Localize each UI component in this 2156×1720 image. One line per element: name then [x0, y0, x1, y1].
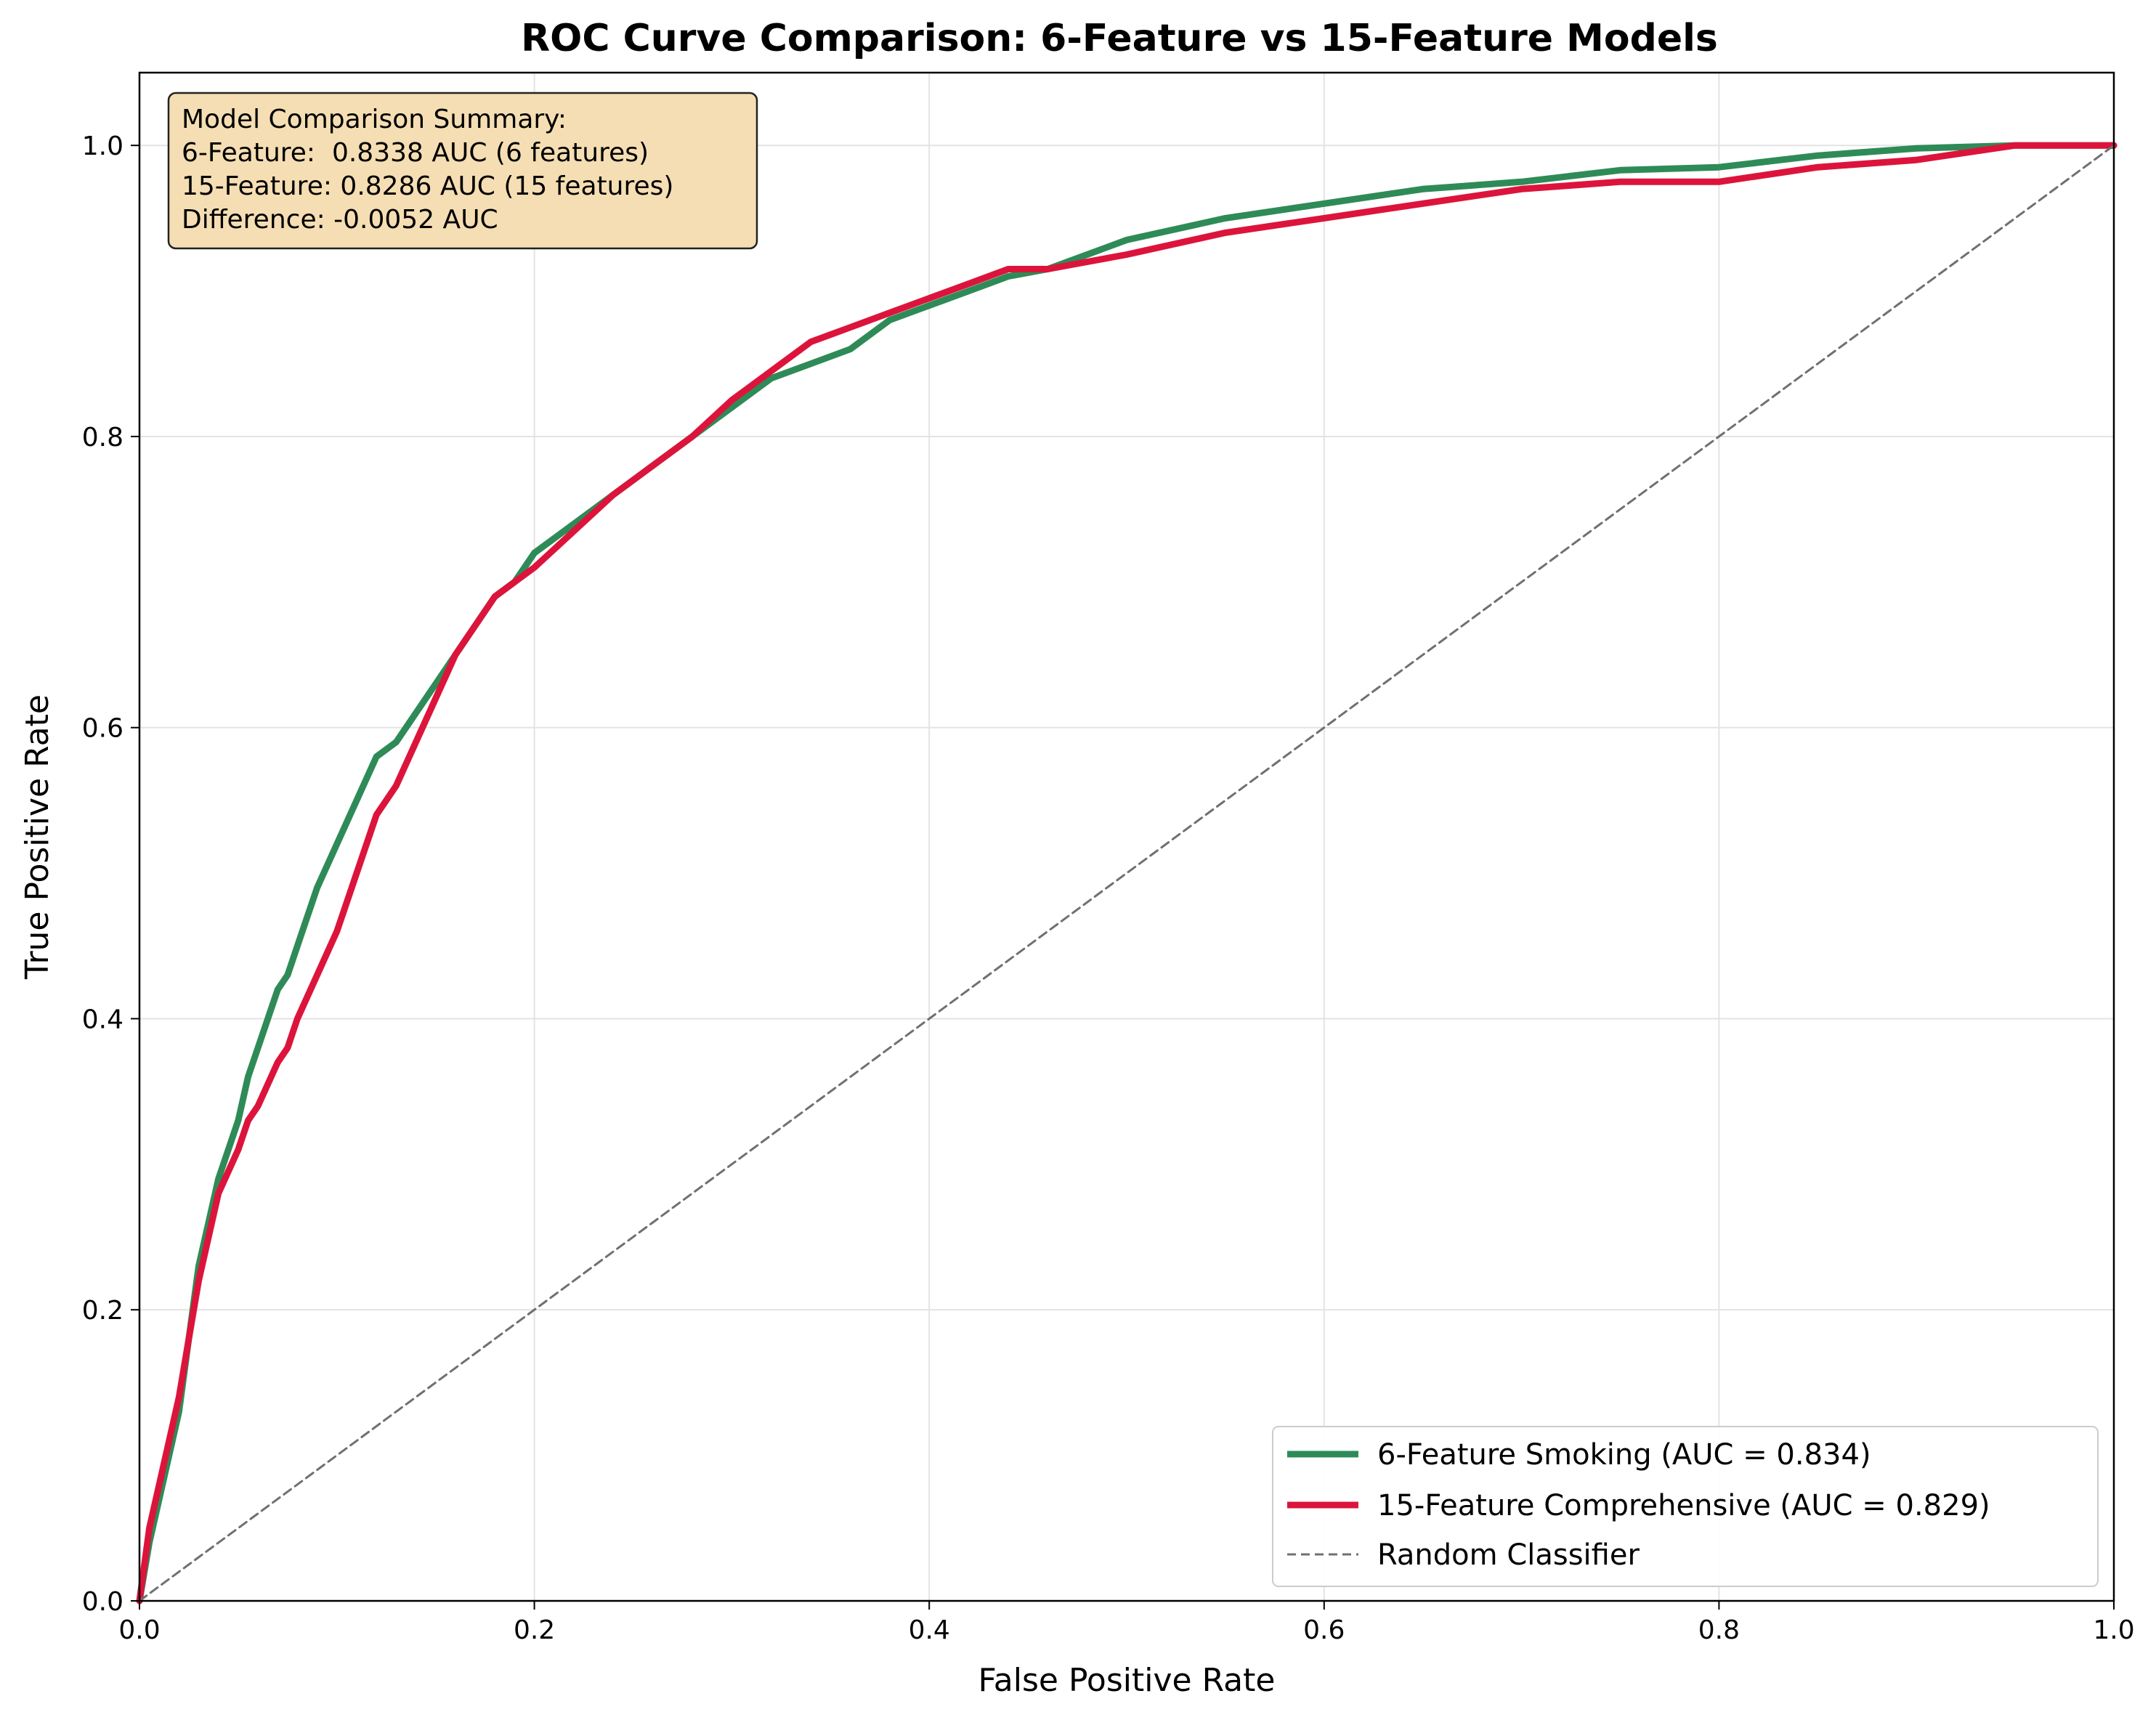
- plot-area: [136, 71, 2118, 1605]
- legend-label-6-feature: 6-Feature Smoking (AUC = 0.834): [1377, 1438, 1871, 1472]
- summary-line-3: 15-Feature: 0.8286 AUC (15 features): [182, 171, 673, 201]
- summary-line-1: Model Comparison Summary:: [182, 105, 567, 134]
- x-tick-label: 1.0: [2093, 1615, 2134, 1645]
- y-tick-label: 0.2: [82, 1296, 123, 1326]
- series-line-6-feature: [136, 142, 2118, 1605]
- summary-line-2: 6-Feature: 0.8338 AUC (6 features): [182, 138, 649, 168]
- x-tick-label: 0.8: [1698, 1615, 1740, 1645]
- y-tick-label: 1.0: [82, 131, 123, 161]
- axis-ticks: 0.0 0.2 0.4 0.6 0.8 1.0 0.0 0.2 0.4 0.6 0.8 1.0: [82, 131, 2135, 1645]
- y-tick-label: 0.4: [82, 1005, 123, 1034]
- x-tick-label: 0.6: [1303, 1615, 1345, 1645]
- x-tick-label: 0.0: [118, 1615, 160, 1645]
- summary-box-background: [167, 92, 758, 250]
- legend: 6-Feature Smoking (AUC = 0.834) 15-Featu…: [1272, 1426, 2099, 1587]
- legend-label-15-feature: 15-Feature Comprehensive (AUC = 0.829): [1377, 1489, 1990, 1522]
- summary-line-4: Difference: -0.0052 AUC: [182, 205, 498, 235]
- series-line-random-classifier: [138, 144, 2115, 1602]
- legend-frame: [1272, 1426, 2099, 1587]
- y-tick-label: 0.6: [82, 714, 123, 744]
- x-tick-label: 0.2: [514, 1615, 555, 1645]
- y-tick-label: 0.8: [82, 423, 123, 453]
- chart-title: ROC Curve Comparison: 6-Feature vs 15-Fe…: [521, 17, 1718, 60]
- legend-label-random: Random Classifier: [1377, 1538, 1640, 1572]
- plot-frame: [138, 71, 2115, 1602]
- x-axis-label: False Positive Rate: [978, 1662, 1276, 1699]
- series-lines: [136, 142, 2118, 1605]
- series-line-15-feature: [136, 142, 2118, 1605]
- summary-box: Model Comparison Summary: 6-Feature: 0.8…: [167, 92, 758, 250]
- y-tick-label: 0.0: [82, 1587, 123, 1617]
- y-axis-label: True Positive Rate: [19, 694, 56, 980]
- x-tick-label: 0.4: [909, 1615, 950, 1645]
- plot-background: [139, 73, 2114, 1601]
